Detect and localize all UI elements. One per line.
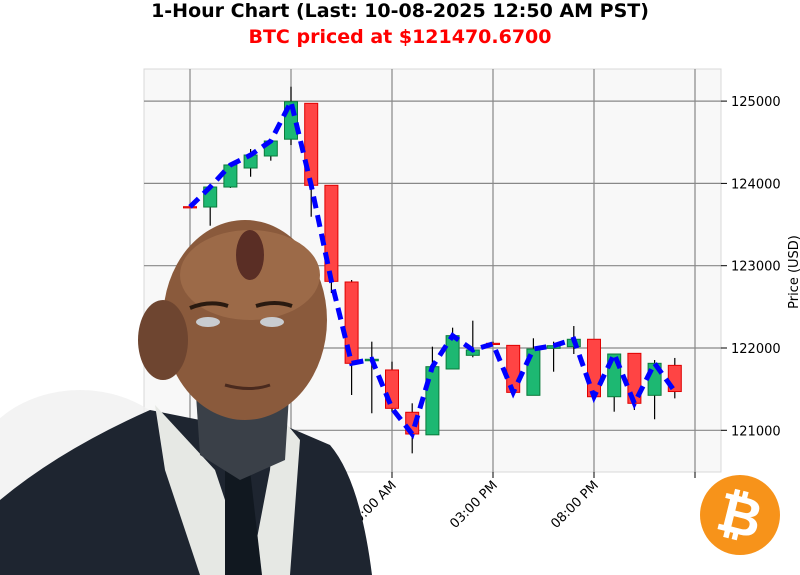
y-axis-label: Price (USD)	[787, 235, 800, 309]
y-tick-label: 123000	[731, 260, 781, 275]
x-tick-label: 03:00 PM	[447, 478, 500, 531]
candle-body	[587, 338, 601, 398]
y-tick-label: 124000	[731, 177, 781, 192]
bitcoin-logo-icon: ₿	[700, 475, 780, 555]
x-tick-label: 08:00 PM	[548, 478, 601, 531]
candle-body	[425, 366, 440, 436]
y-tick-label: 125000	[731, 95, 781, 110]
candle-body	[304, 102, 319, 186]
chart-title: 1-Hour Chart (Last: 10-08-2025 12:50 AM …	[151, 0, 649, 22]
candle-body	[324, 184, 339, 282]
close-price-line	[188, 94, 677, 440]
candle-body	[223, 164, 238, 188]
android-businessman-illustration	[0, 220, 372, 575]
candle-body	[506, 344, 521, 393]
price-subtitle: BTC priced at $121470.6700	[248, 26, 552, 48]
y-tick-label: 122000	[731, 342, 781, 357]
y-tick-label: 121000	[731, 424, 781, 439]
